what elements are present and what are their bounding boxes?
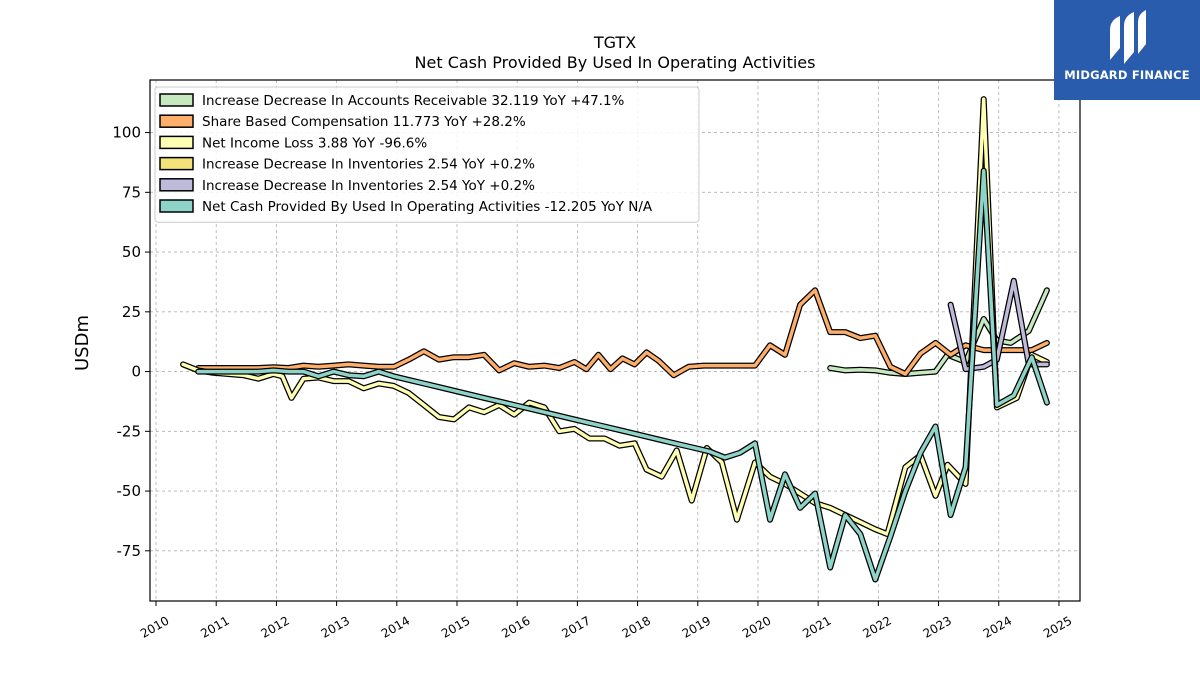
legend: Increase Decrease In Accounts Receivable… [154, 86, 700, 223]
series-stroke [181, 97, 1049, 536]
x-tick-label: 2013 [319, 613, 352, 640]
series-stroke [828, 288, 1049, 376]
x-tick-label: 2015 [439, 613, 472, 640]
x-tick-label: 2012 [258, 613, 291, 640]
y-tick-label: 25 [122, 303, 141, 321]
plot-frame [149, 79, 1081, 602]
x-tick-label: 2016 [499, 613, 532, 640]
series-5-line [195, 167, 1050, 583]
y-tick-label: 100 [112, 124, 141, 142]
legend-box [154, 86, 700, 223]
y-tick-label: -25 [117, 422, 142, 440]
x-tick-label: 2018 [620, 613, 653, 640]
legend-swatch [159, 156, 194, 171]
brand-name: MIDGARD FINANCE [1064, 68, 1190, 82]
x-tick-label: 2019 [680, 613, 713, 640]
legend-swatch [159, 93, 194, 107]
series-stroke [196, 169, 1049, 582]
series-2-line [180, 96, 1050, 538]
series-lines [180, 96, 1050, 583]
x-tick-label: 2025 [1041, 613, 1074, 640]
y-tick-label: 50 [122, 243, 141, 261]
series-1-line [195, 287, 1050, 379]
x-tick-label: 2023 [921, 613, 954, 640]
legend-label: Net Income Loss 3.88 YoY -96.6% [202, 135, 427, 151]
legend-label: Share Based Compensation 11.773 YoY +28.… [202, 114, 526, 130]
x-tick-label: 2014 [379, 613, 412, 640]
series-0-line [827, 287, 1050, 377]
y-tick-label: 0 [131, 363, 141, 381]
legend-swatch [159, 199, 194, 213]
x-tick-label: 2020 [740, 613, 773, 640]
legend-label: Increase Decrease In Accounts Receivable… [202, 93, 625, 109]
brand-logo: MIDGARD FINANCE [1054, 0, 1200, 100]
legend-label: Net Cash Provided By Used In Operating A… [202, 199, 653, 215]
x-tick-label: 2021 [800, 613, 833, 640]
legend-label: Increase Decrease In Inventories 2.54 Yo… [202, 178, 535, 194]
legend-label: Increase Decrease In Inventories 2.54 Yo… [202, 157, 535, 173]
series-outline [195, 287, 1050, 379]
x-tick-label: 2010 [138, 613, 171, 640]
series-stroke [196, 288, 1049, 377]
y-tick-label: -50 [117, 482, 142, 500]
legend-swatch [159, 135, 194, 150]
y-tick-label: -75 [117, 542, 142, 560]
legend-swatch [159, 178, 194, 192]
brand-mark-icon [1110, 10, 1146, 64]
y-tick-label: 75 [122, 183, 141, 201]
x-tick-label: 2017 [559, 613, 592, 640]
x-tick-label: 2022 [860, 613, 893, 640]
x-tick-label: 2024 [981, 613, 1014, 640]
chart-subtitle: Net Cash Provided By Used In Operating A… [415, 53, 816, 72]
y-axis-label: USDm [72, 315, 93, 371]
legend-swatch [159, 114, 194, 128]
chart-title: TGTX [593, 33, 636, 52]
x-tick-label: 2011 [198, 613, 231, 640]
